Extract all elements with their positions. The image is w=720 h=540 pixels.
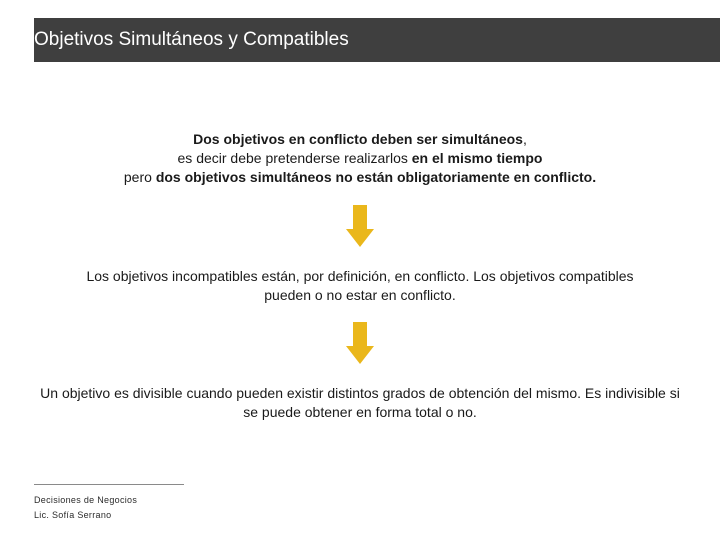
p1-bold-2: en el mismo tiempo: [412, 150, 543, 166]
p1-bold-3: dos objetivos simultáneos no están oblig…: [156, 169, 592, 185]
p1-pre-3: pero: [124, 169, 156, 185]
p1-tail-1: ,: [523, 131, 527, 147]
slide-footer: Decisiones de Negocios Lic. Sofía Serran…: [34, 484, 184, 520]
footer-author: Lic. Sofía Serrano: [34, 510, 184, 520]
title-bar: Objetivos Simultáneos y Compatibles: [0, 18, 720, 62]
title-spacer: [0, 18, 34, 62]
footer-rule: [34, 484, 184, 485]
footer-course: Decisiones de Negocios: [34, 495, 184, 505]
down-arrow-icon: [346, 205, 374, 247]
arrow-1-wrap: [40, 205, 680, 247]
slide-body: Dos objetivos en conflicto deben ser sim…: [0, 130, 720, 422]
p1-pre-2: es decir debe pretenderse realizarlos: [178, 150, 412, 166]
down-arrow-icon: [346, 322, 374, 364]
paragraph-3: Un objetivo es divisible cuando pueden e…: [40, 384, 680, 422]
paragraph-1: Dos objetivos en conflicto deben ser sim…: [40, 130, 680, 187]
arrow-2-wrap: [40, 322, 680, 364]
slide: Objetivos Simultáneos y Compatibles Dos …: [0, 0, 720, 540]
paragraph-2: Los objetivos incompatibles están, por d…: [80, 267, 640, 305]
p1-bold-1: Dos objetivos en conflicto deben ser sim…: [193, 131, 523, 147]
p1-tail-3: .: [592, 169, 596, 185]
slide-title: Objetivos Simultáneos y Compatibles: [34, 18, 349, 62]
